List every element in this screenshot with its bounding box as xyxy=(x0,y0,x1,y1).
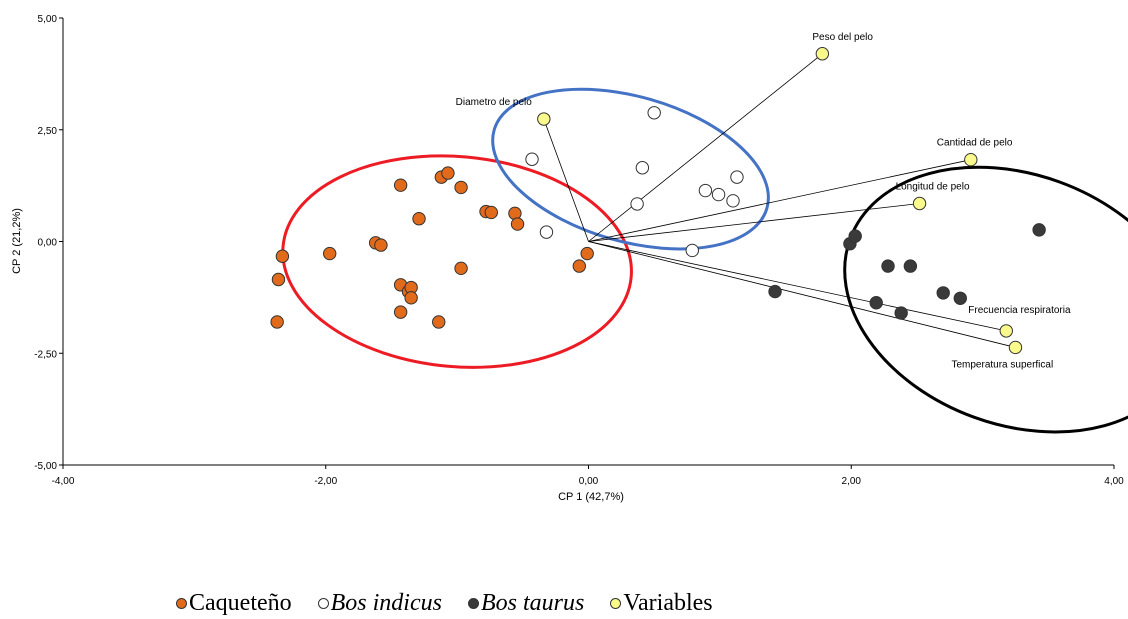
variables-point xyxy=(999,324,1013,338)
vector-longitud-de-pelo xyxy=(588,203,920,242)
bos-indicus-point xyxy=(711,187,726,202)
legend-label-caqueteno: Caqueteño xyxy=(189,589,292,616)
x-tick-label: 2,00 xyxy=(842,476,862,487)
legend: Caqueteño Bos indicus Bos taurus Variabl… xyxy=(176,588,739,618)
legend-item-bos-taurus: Bos taurus xyxy=(467,589,585,617)
legend-item-variables: Variables xyxy=(610,589,713,617)
bos-taurus-point xyxy=(881,259,895,273)
bos-taurus-point xyxy=(768,284,782,299)
legend-label-bos-indicus: Bos indicus xyxy=(330,589,442,616)
bos-indicus-point xyxy=(525,152,539,166)
y-tick-label: -5,00 xyxy=(34,461,57,472)
variable-label-peso-del-pelo: Peso del pelo xyxy=(812,32,873,43)
caqueteno-point xyxy=(393,305,408,319)
bos-taurus-point xyxy=(869,296,883,310)
caqueteno-point xyxy=(580,246,594,261)
caqueteno-point xyxy=(412,212,426,226)
caqueteno-point xyxy=(572,259,587,273)
legend-label-bos-taurus: Bos taurus xyxy=(480,589,585,616)
vectors-layer xyxy=(543,53,1016,348)
bos-indicus-group-ellipse xyxy=(491,87,770,251)
caqueteno-point xyxy=(454,261,468,276)
caqueteno-point xyxy=(270,315,284,329)
bos-taurus-point xyxy=(903,259,918,273)
variables-point xyxy=(964,152,978,167)
bos-indicus-point xyxy=(726,194,740,208)
caqueteno-point xyxy=(510,217,525,231)
variable-label-diametro-de-pelo: Diametro de pelo xyxy=(456,97,533,108)
bos-indicus-point xyxy=(647,106,661,120)
white-dot-icon xyxy=(317,597,329,609)
bos-taurus-group-ellipse xyxy=(843,165,1128,434)
bos-indicus-point xyxy=(635,161,650,175)
variables-point xyxy=(537,112,551,126)
bos-indicus-point xyxy=(539,225,554,239)
caqueteno-point xyxy=(393,178,408,192)
orange-dot-icon xyxy=(176,597,187,609)
vector-peso-del-pelo xyxy=(588,53,823,242)
caqueteno-point xyxy=(454,180,468,195)
caqueteno-point xyxy=(441,166,455,180)
caqueteno-point xyxy=(484,205,498,220)
caqueteno-point xyxy=(432,315,446,329)
y-tick-label: 5,00 xyxy=(38,14,58,25)
variable-label-longitud-de-pelo: Longitud de pelo xyxy=(896,182,970,193)
y-tick-label: 2,50 xyxy=(38,126,58,137)
x-axis-title: CP 1 (42,7%) xyxy=(558,491,624,503)
x-tick-label: -2,00 xyxy=(314,476,337,487)
x-tick-label: 4,00 xyxy=(1104,476,1124,487)
bos-taurus-point xyxy=(953,291,967,305)
pca-biplot: CP 1 (42,7%) CP 2 (21,2%) -4,00 -2,00 0,00… xyxy=(11,14,1128,503)
ticks-layer: -4,00 -2,00 0,00 2,00 4,00 5,00 2,50 0,00 -2,50 -… xyxy=(34,14,1124,487)
caqueteno-point xyxy=(275,249,290,263)
legend-item-bos-indicus: Bos indicus xyxy=(317,589,442,617)
caqueteno-point xyxy=(271,272,286,287)
yellow-dot-icon xyxy=(610,597,622,609)
points-layer xyxy=(270,47,1046,355)
vector-temperatura-superfical xyxy=(588,241,1016,348)
vector-diametro-de-pelo xyxy=(543,118,589,242)
dark-dot-icon xyxy=(467,597,479,609)
legend-label-variables: Variables xyxy=(623,589,713,616)
variable-labels-layer: Peso del pelo Diametro de pelo Cantidad de… xyxy=(456,32,1071,371)
y-tick-label: -2,50 xyxy=(34,349,57,360)
variables-point xyxy=(912,196,927,211)
legend-item-caqueteno: Caqueteño xyxy=(176,590,292,617)
bos-taurus-point xyxy=(936,286,950,300)
bos-taurus-point xyxy=(848,229,862,243)
bos-taurus-point xyxy=(894,306,908,320)
caqueteno-point xyxy=(322,246,337,261)
caqueteno-point xyxy=(404,291,418,305)
bos-taurus-point xyxy=(1032,223,1046,237)
variable-label-cantidad-de-pelo: Cantidad de pelo xyxy=(937,138,1013,149)
caqueteno-group-ellipse xyxy=(281,154,633,369)
bos-indicus-point xyxy=(630,197,644,211)
bos-indicus-point xyxy=(685,243,699,258)
vector-frecuencia-respiratoria xyxy=(588,241,1007,332)
bos-indicus-point xyxy=(730,170,744,184)
variables-point xyxy=(1008,340,1023,355)
x-tick-label: -4,00 xyxy=(52,476,75,487)
variable-label-temperatura-superfical: Temperatura superfical xyxy=(951,359,1053,370)
bos-indicus-point xyxy=(698,183,713,198)
y-tick-label: 0,00 xyxy=(38,238,58,249)
caqueteno-point xyxy=(374,238,388,252)
y-axis-title: CP 2 (21,2%) xyxy=(11,208,23,274)
variables-point xyxy=(815,47,830,61)
x-tick-label: 0,00 xyxy=(579,476,599,487)
vector-cantidad-de-pelo xyxy=(588,159,971,242)
variable-label-frecuencia-respiratoria: Frecuencia respiratoria xyxy=(968,305,1071,316)
